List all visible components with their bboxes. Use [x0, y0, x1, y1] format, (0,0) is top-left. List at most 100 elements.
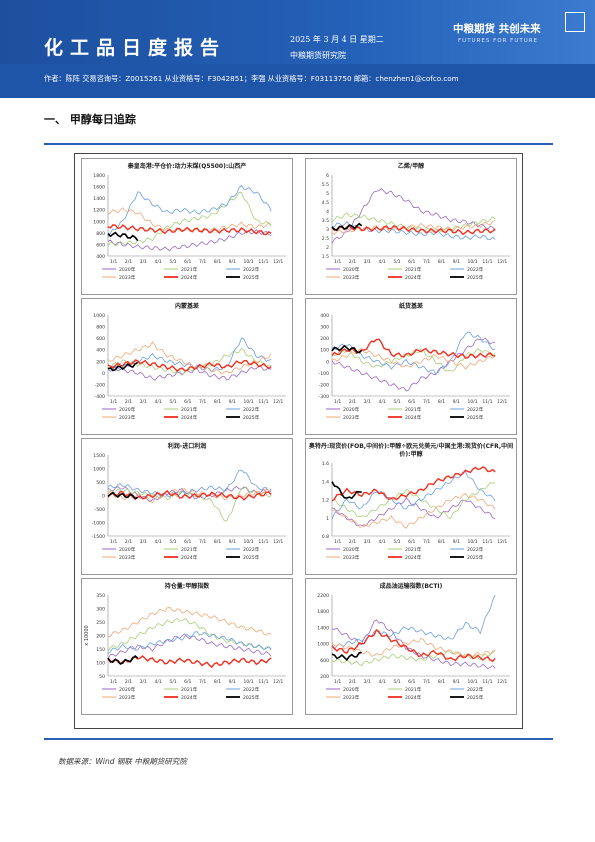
- chart-plot: 350 300 250 200 150 100 50 x 10000 1/1 2/1 3/1 4/1 5…: [84, 593, 286, 701]
- legend-label: 2023年: [119, 414, 136, 421]
- series-line-2023: [107, 207, 272, 233]
- x-tick-label: 7/1: [199, 679, 206, 685]
- y-tick-label: -1500: [92, 534, 105, 540]
- chart-panel-2: 乙烯/甲醇 6 5.5 5 4.5 4 3.5 3 2.5 2 1.5 1/1 2/1 3/1 4/1 5/1…: [305, 158, 517, 295]
- y-tick-label: 0: [102, 494, 105, 500]
- legend-label: 2025年: [243, 414, 260, 421]
- x-tick-label: 2/1: [125, 539, 132, 545]
- x-tick-label: 4/1: [379, 679, 386, 685]
- series-line-2024: [331, 224, 496, 236]
- series-line-2025: [107, 655, 139, 665]
- legend-label: 2022年: [243, 406, 260, 413]
- report-title: 化工品日度报告: [44, 37, 227, 59]
- legend-label: 2025年: [467, 414, 484, 421]
- x-tick-label: 7/1: [423, 679, 430, 685]
- chart-title: 奥特丹:现货价(FOB,中间价):甲醇÷欧元兑美元/中国主港:现货价(CFR,中…: [308, 443, 514, 458]
- x-tick-label: 12/1: [497, 259, 507, 265]
- legend-label: 2020年: [119, 406, 136, 413]
- legend-label: 2022年: [467, 546, 484, 553]
- chart-panel-3: 内蒙基差 1000 800 600 400 200 0 -200 -400 1/1 2/1 3/1 4/…: [81, 298, 293, 435]
- y-tick-label: 4.5: [322, 200, 329, 206]
- y-tick-label: 1400: [93, 196, 105, 202]
- x-tick-label: 7/1: [199, 539, 206, 545]
- x-tick-label: 10/1: [244, 259, 254, 265]
- x-tick-label: 10/1: [244, 399, 254, 405]
- series-line-2024: [331, 628, 496, 662]
- logo-icon: [565, 12, 585, 32]
- series-line-2020: [331, 497, 496, 527]
- x-tick-label: 12/1: [273, 259, 283, 265]
- legend-label: 2021年: [405, 546, 422, 553]
- y-tick-label: 2200: [317, 593, 329, 599]
- chart-title: 持仓量:甲醇指数: [164, 583, 210, 590]
- x-tick-label: 7/1: [423, 259, 430, 265]
- x-tick-label: 3/1: [140, 399, 147, 405]
- x-tick-label: 8/1: [438, 399, 445, 405]
- series-line-2020: [331, 337, 496, 392]
- legend-label: 2024年: [181, 554, 198, 561]
- y-tick-label: -300: [319, 394, 330, 400]
- x-tick-label: 1/1: [110, 399, 117, 405]
- series-line-2025: [107, 231, 139, 242]
- y-tick-label: 1000: [93, 313, 105, 319]
- y-tick-label: 2: [326, 245, 329, 251]
- chart-figure: 秦皇岛港:平仓价:动力末煤(Q5500):山西产 1800 1600 1400 1200…: [74, 153, 523, 729]
- y-tick-label: 100: [320, 348, 329, 354]
- y-tick-label: 1500: [93, 453, 105, 459]
- legend-label: 2021年: [405, 406, 422, 413]
- x-tick-label: 11/1: [258, 259, 268, 265]
- x-tick-label: 10/1: [468, 679, 478, 685]
- x-tick-label: 12/1: [273, 399, 283, 405]
- data-source: 数据来源：Wind 钢联 中粮期货研究院: [58, 757, 187, 766]
- x-tick-label: 1/1: [110, 679, 117, 685]
- legend-label: 2021年: [181, 546, 198, 553]
- legend-label: 2021年: [181, 266, 198, 273]
- series-line-2020: [107, 365, 272, 381]
- legend-label: 2020年: [343, 406, 360, 413]
- legend-label: 2023年: [119, 274, 136, 281]
- x-tick-label: 1/1: [334, 679, 341, 685]
- legend-label: 2020年: [119, 686, 136, 693]
- y-tick-label: 0: [102, 371, 105, 377]
- x-tick-label: 11/1: [258, 679, 268, 685]
- x-tick-label: 5/1: [393, 679, 400, 685]
- y-tick-label: 1800: [93, 173, 105, 179]
- legend-label: 2020年: [343, 546, 360, 553]
- x-tick-label: 9/1: [453, 679, 460, 685]
- y-tick-label: 200: [96, 359, 105, 365]
- series-line-2023: [331, 347, 496, 370]
- authors-line: 作者：陈阵 交易咨询号：Z0015261 从业资格号：F3042851；李强 从…: [44, 74, 459, 83]
- x-tick-label: 3/1: [364, 399, 371, 405]
- x-tick-label: 9/1: [453, 399, 460, 405]
- series-line-2023: [331, 219, 496, 235]
- series-line-2025: [331, 344, 363, 354]
- chart-plot: 400 300 200 100 0 -100 -200 -300 1/1 2/1 3/1 4/1 5/1…: [319, 313, 510, 421]
- y-tick-label: 200: [320, 336, 329, 342]
- x-tick-label: 5/1: [393, 259, 400, 265]
- series-line-2023: [107, 488, 272, 504]
- y-tick-label: 6: [326, 173, 329, 179]
- legend-label: 2024年: [181, 694, 198, 701]
- x-tick-label: 6/1: [408, 539, 415, 545]
- legend-label: 2020年: [343, 686, 360, 693]
- legend-label: 2021年: [181, 406, 198, 413]
- legend-label: 2025年: [243, 554, 260, 561]
- x-tick-label: 9/1: [453, 539, 460, 545]
- legend-label: 2024年: [181, 274, 198, 281]
- x-tick-label: 7/1: [423, 539, 430, 545]
- x-tick-label: 6/1: [184, 679, 191, 685]
- y-tick-label: 1000: [93, 467, 105, 473]
- series-line-2020: [107, 485, 272, 503]
- y-tick-label: 1800: [317, 609, 329, 615]
- x-tick-label: 1/1: [110, 259, 117, 265]
- chart-title: 纸货基差: [398, 303, 423, 310]
- y-tick-label: 200: [320, 674, 329, 680]
- x-tick-label: 1/1: [334, 539, 341, 545]
- x-tick-label: 7/1: [423, 399, 430, 405]
- bottom-divider: [44, 738, 553, 740]
- chart-panel-4: 纸货基差 400 300 200 100 0 -100 -200 -300 1/1 2/1 3/1 4/…: [305, 298, 517, 435]
- x-tick-label: 7/1: [199, 259, 206, 265]
- legend-label: 2023年: [343, 274, 360, 281]
- x-tick-label: 8/1: [438, 259, 445, 265]
- legend-label: 2020年: [119, 266, 136, 273]
